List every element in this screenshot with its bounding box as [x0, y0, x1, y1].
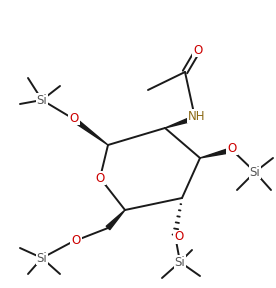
Text: O: O	[174, 230, 184, 243]
Text: Si: Si	[250, 166, 260, 179]
Text: O: O	[95, 171, 105, 185]
Polygon shape	[165, 115, 196, 128]
Text: Si: Si	[37, 94, 47, 107]
Text: Si: Si	[175, 255, 185, 268]
Text: O: O	[193, 43, 203, 56]
Text: O: O	[71, 234, 81, 247]
Text: O: O	[227, 141, 237, 154]
Text: O: O	[69, 111, 79, 124]
Text: NH: NH	[188, 109, 206, 122]
Text: Si: Si	[37, 251, 47, 264]
Polygon shape	[70, 116, 108, 145]
Polygon shape	[200, 147, 233, 158]
Polygon shape	[106, 210, 125, 230]
